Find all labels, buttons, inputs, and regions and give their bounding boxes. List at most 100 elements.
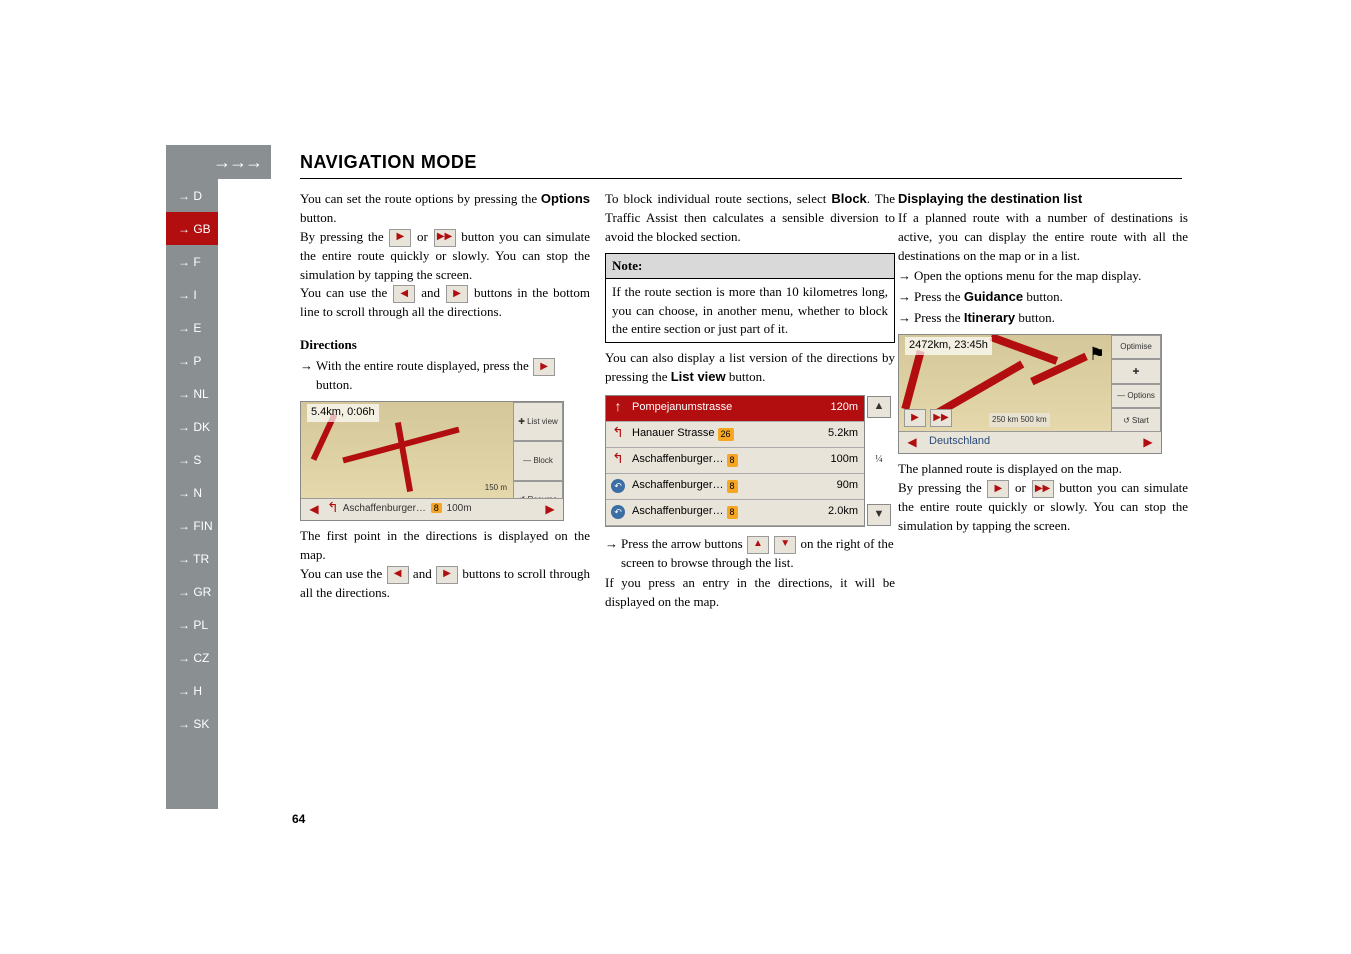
play-icon: ▶ [389, 229, 411, 247]
note-body: If the route section is more than 10 kil… [606, 279, 894, 342]
text: Press the [914, 289, 964, 304]
distance: 120m [820, 400, 864, 416]
map-distance-time: 2472km, 23:45h [905, 337, 992, 355]
page-number: 64 [292, 812, 305, 826]
bullet-arrow-icon: → [898, 309, 914, 328]
up-arrow-icon: ▲ [747, 536, 769, 554]
list-view-label: List view [671, 369, 726, 384]
left-arrow-icon: ◀ [393, 285, 415, 303]
sidebar-item[interactable]: → I [166, 278, 218, 311]
text: With the entire route displayed, press t… [316, 358, 532, 373]
header-rule [300, 178, 1182, 179]
direction-row[interactable]: ↰Hanauer Strasse265.2km [606, 422, 864, 448]
block-label: Block [831, 191, 866, 206]
distance: 100m [447, 503, 472, 514]
sidebar-item[interactable]: → GB [166, 212, 218, 245]
fast-forward-icon: ▶▶ [1032, 480, 1054, 498]
map-screenshot-2: 2472km, 23:45h ⚑ Optimise ✚ — Options ↺ … [898, 334, 1162, 454]
sidebar-item[interactable]: → DK [166, 410, 218, 443]
street-name: Aschaffenburger…8 [630, 504, 820, 520]
sidebar-item[interactable]: → P [166, 344, 218, 377]
page-title: NAVIGATION MODE [300, 152, 477, 173]
play-icon: ▶ [987, 480, 1009, 498]
text: You can set the route options by pressin… [300, 191, 541, 206]
street-name: Aschaffenburger… 8 100m [339, 502, 537, 517]
text: By pressing the [898, 480, 986, 495]
sidebar-item[interactable]: → SK [166, 707, 218, 740]
sidebar-item[interactable]: → PL [166, 608, 218, 641]
direction-row[interactable]: ↰Aschaffenburger…8100m [606, 448, 864, 474]
text: button. [316, 377, 352, 392]
column-2: To block individual route sections, sele… [605, 190, 895, 612]
text: button. [300, 210, 336, 225]
turn-icon: ↰ [606, 450, 630, 470]
next-icon[interactable]: ▶ [537, 501, 563, 518]
sidebar-item[interactable]: → H [166, 674, 218, 707]
guidance-label: Guidance [964, 289, 1023, 304]
distance: 5.2km [820, 426, 864, 442]
map-scale: 250 km 500 km [989, 413, 1050, 427]
sidebar-item[interactable]: → S [166, 443, 218, 476]
text: Press the [914, 310, 964, 325]
start-button[interactable]: ↺ Start [1111, 408, 1161, 433]
road-badge: 8 [431, 503, 442, 513]
map-distance-time: 5.4km, 0:06h [307, 404, 379, 422]
destination-flag-icon: ⚑ [1089, 341, 1105, 367]
prev-icon[interactable]: ◀ [899, 434, 925, 451]
sidebar-item[interactable]: → TR [166, 542, 218, 575]
sidebar-item[interactable]: → F [166, 245, 218, 278]
direction-row[interactable]: ↑Pompejanumstrasse120m [606, 396, 864, 422]
text: Aschaffenburger… [343, 503, 426, 514]
text: To block individual route sections, sele… [605, 191, 831, 206]
optimise-button[interactable]: Optimise [1111, 335, 1161, 360]
text: Press the arrow buttons ▲ ▼ on the right… [621, 535, 895, 573]
street-name: Aschaffenburger…8 [630, 452, 820, 468]
road-badge: 26 [718, 428, 734, 441]
text: If you press an entry in the directions,… [605, 574, 895, 612]
display-dest-heading: Displaying the destination list [898, 190, 1188, 209]
down-arrow-icon: ▼ [774, 536, 796, 554]
right-arrow-icon: ▶ [446, 285, 468, 303]
list-view-button[interactable]: ✚ List view [513, 402, 563, 441]
text: button. [1015, 310, 1055, 325]
options-button[interactable]: — Options [1111, 384, 1161, 409]
sidebar-item[interactable]: → E [166, 311, 218, 344]
turn-icon: ↑ [606, 398, 630, 418]
map-scale: 150 m [485, 482, 507, 494]
direction-row[interactable]: ↶Aschaffenburger…82.0km [606, 500, 864, 526]
block-button[interactable]: — Block [513, 441, 563, 480]
text: button. [1023, 289, 1063, 304]
next-icon[interactable]: ▶ [1135, 434, 1161, 451]
distance: 100m [820, 452, 864, 468]
prev-icon[interactable]: ◀ [301, 501, 327, 518]
road-badge: 8 [727, 480, 738, 493]
road-badge: 8 [727, 454, 738, 467]
sidebar-item[interactable]: → CZ [166, 641, 218, 674]
play-icon[interactable]: ▶ [904, 409, 926, 427]
plus-button[interactable]: ✚ [1111, 359, 1161, 384]
bullet-arrow-icon: → [898, 288, 914, 307]
text: and [410, 566, 435, 581]
text: If a planned route with a number of dest… [898, 209, 1188, 266]
sidebar-item[interactable]: → N [166, 476, 218, 509]
country-name: Deutschland [925, 434, 1135, 450]
sidebar-item[interactable]: → GR [166, 575, 218, 608]
turn-icon: ↰ [606, 424, 630, 444]
right-arrow-icon: ▶ [533, 358, 555, 376]
sidebar-item[interactable]: → NL [166, 377, 218, 410]
text: Press the Guidance button. [914, 288, 1188, 307]
bullet-arrow-icon: → [605, 535, 621, 573]
language-sidebar: → D→ GB→ F→ I→ E→ P→ NL→ DK→ S→ N→ FIN→ … [166, 179, 218, 809]
turn-icon: ↶ [606, 476, 630, 496]
text: You can use the [300, 285, 392, 300]
scroll-up-button[interactable]: ▲ [867, 396, 891, 418]
sidebar-item[interactable]: → FIN [166, 509, 218, 542]
right-arrow-icon: ▶ [436, 566, 458, 584]
sidebar-item[interactable]: → D [166, 179, 218, 212]
text: The planned route is displayed on the ma… [898, 460, 1188, 479]
scroll-down-button[interactable]: ▼ [867, 504, 891, 526]
direction-row[interactable]: ↶Aschaffenburger…890m [606, 474, 864, 500]
fast-forward-icon[interactable]: ▶▶ [930, 409, 952, 427]
header-arrow-block: →→→ [166, 145, 271, 179]
text: Press the arrow buttons [621, 536, 746, 551]
